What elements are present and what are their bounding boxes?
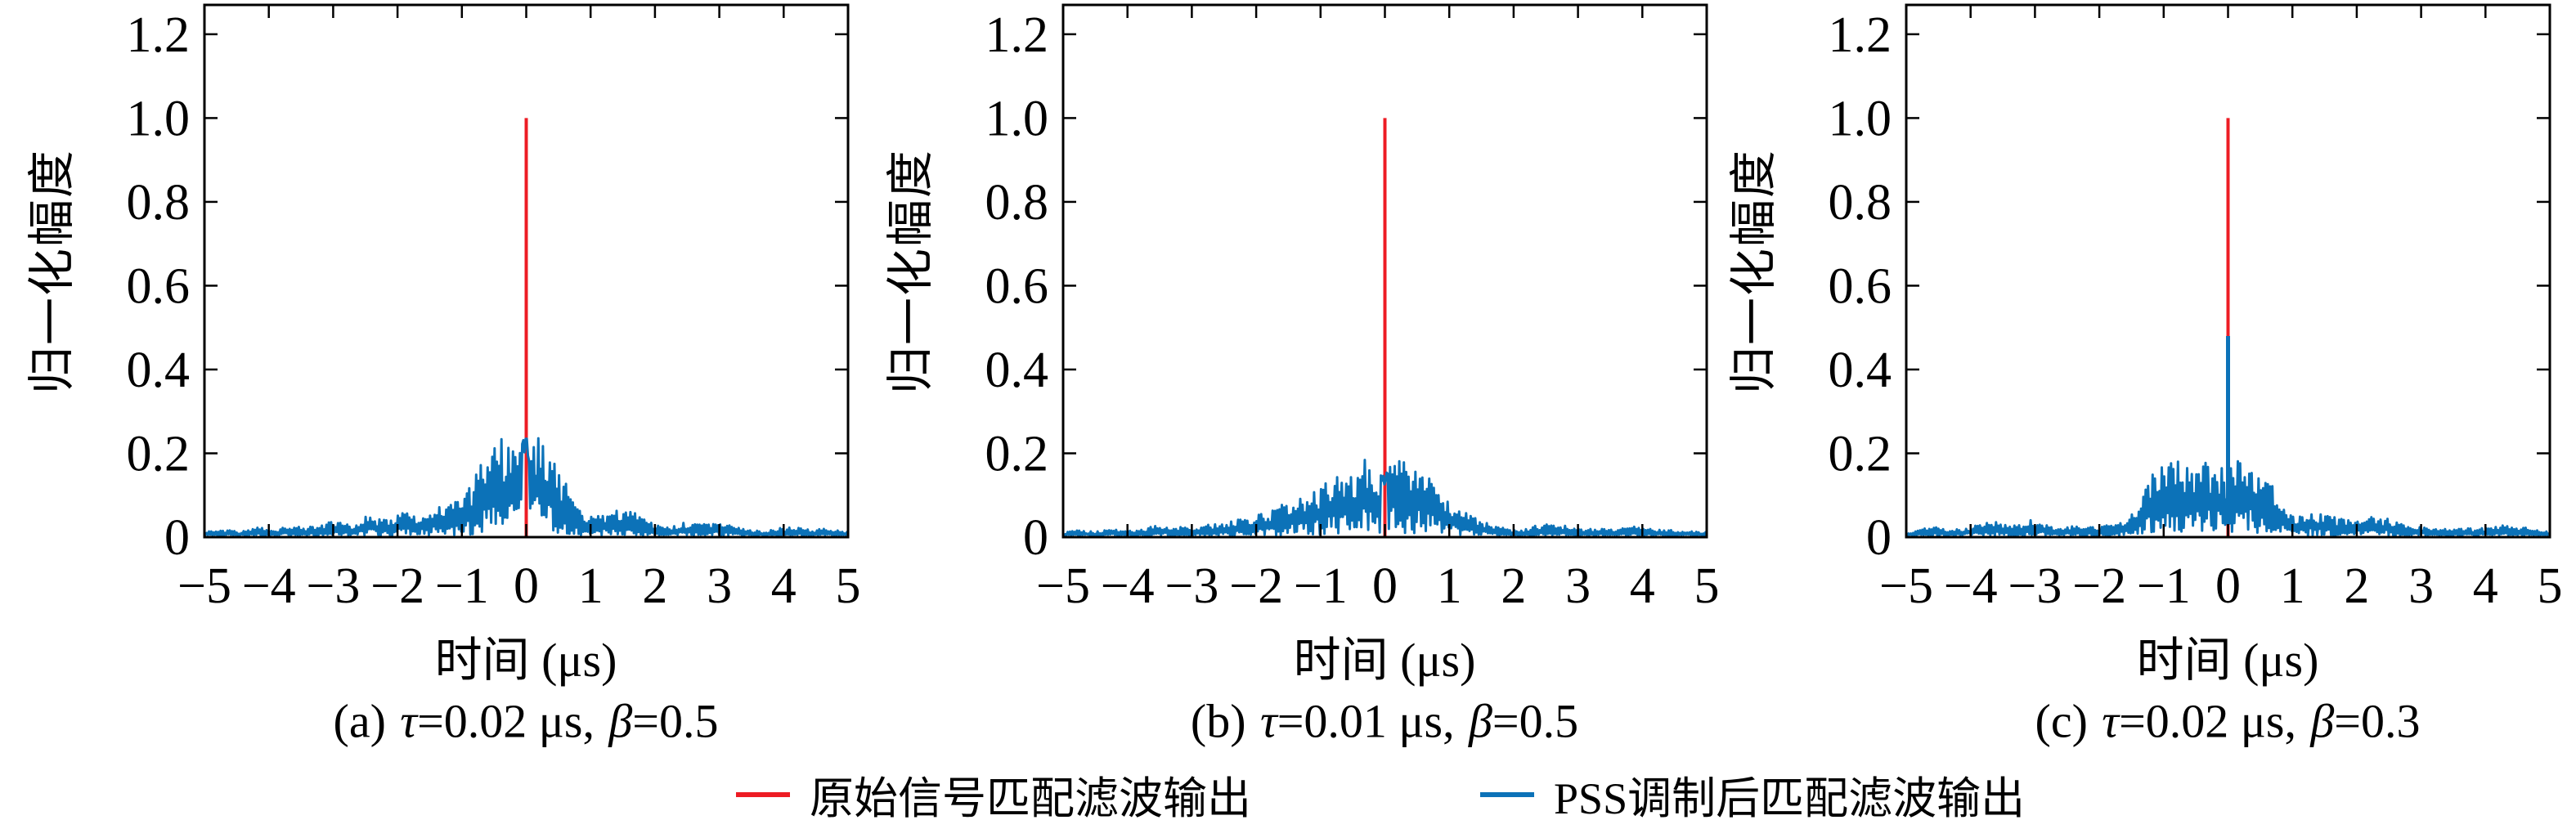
x-tick-label: 3 — [707, 558, 732, 614]
x-axis-label-b: 时间 (μs) — [1293, 634, 1476, 687]
y-axis-label-b: 归一化幅度 — [884, 148, 937, 395]
y-tick-label: 0.2 — [1829, 426, 1892, 482]
y-tick-label: 0 — [164, 510, 190, 566]
y-axis-label-a: 归一化幅度 — [25, 148, 79, 395]
x-tick-label: −5 — [1036, 558, 1090, 614]
x-tick-label: 0 — [2215, 558, 2241, 614]
x-tick-label: −3 — [2008, 558, 2062, 614]
y-axis-label-c: 归一化幅度 — [1727, 148, 1780, 395]
x-tick-label: 0 — [1372, 558, 1398, 614]
x-tick-label: 0 — [514, 558, 539, 614]
x-tick-label: −4 — [242, 558, 296, 614]
x-tick-label: 2 — [1501, 558, 1526, 614]
x-tick-label: −4 — [1101, 558, 1155, 614]
y-tick-label: 0.6 — [1829, 258, 1892, 314]
x-tick-label: 2 — [642, 558, 667, 614]
caption-b-beta-value: =0.5 — [1492, 694, 1579, 748]
caption-b-beta-symbol: β — [1468, 694, 1492, 748]
y-tick-label: 0.6 — [985, 258, 1049, 314]
caption-c-tau-value: =0.02 μs, — [2119, 694, 2296, 748]
x-tick-label: −2 — [1229, 558, 1283, 614]
x-tick-label: −1 — [1294, 558, 1348, 614]
y-tick-label: 0 — [1866, 510, 1892, 566]
caption-c-beta-value: =0.3 — [2334, 694, 2421, 748]
y-tick-label: 0.4 — [985, 343, 1049, 398]
y-tick-label: 1.2 — [127, 7, 191, 63]
caption-a-index: (a) — [333, 694, 386, 748]
x-tick-label: −3 — [1165, 558, 1218, 614]
caption-a-tau-symbol: τ — [400, 694, 418, 748]
subplot-a-chart: −5 −4 −3 −2 −1 0 1 2 3 4 500.20.40.60.81.01.2 — [127, 3, 859, 614]
x-tick-label: 1 — [1437, 558, 1462, 614]
y-tick-label: 0.6 — [127, 258, 191, 314]
caption-a-beta-symbol: β — [608, 694, 633, 748]
subplot-b-chart: −5 −4 −3 −2 −1 0 1 2 3 4 500.20.40.60.81.01.2 — [985, 3, 1718, 614]
x-tick-label: −1 — [2137, 558, 2191, 614]
subplot-c-chart: −5 −4 −3 −2 −1 0 1 2 3 4 500.20.40.60.81.01.2 — [1829, 3, 2561, 614]
blue-line-swatch — [1480, 791, 1534, 797]
y-tick-label: 1.2 — [985, 7, 1049, 63]
caption-b-tau-symbol: τ — [1259, 694, 1277, 748]
y-tick-label: 0.4 — [127, 343, 191, 398]
y-tick-label: 0.2 — [127, 426, 191, 482]
x-axis-label-a: 时间 (μs) — [434, 634, 617, 687]
blue-noise-trace — [203, 437, 850, 538]
caption-a-beta-value: =0.5 — [632, 694, 719, 748]
y-tick-label: 0.4 — [1829, 343, 1892, 398]
x-tick-label: 3 — [1565, 558, 1591, 614]
legend-label-pss: PSS调制后匹配滤波输出 — [1554, 774, 2026, 823]
caption-a-tau-value: =0.02 μs, — [417, 694, 595, 748]
y-tick-label: 0.8 — [127, 175, 191, 231]
y-tick-label: 0 — [1023, 510, 1048, 566]
x-tick-label: −2 — [370, 558, 424, 614]
y-tick-label: 1.2 — [1829, 7, 1892, 63]
x-tick-label: −3 — [306, 558, 360, 614]
y-tick-label: 0.8 — [1829, 175, 1892, 231]
caption-b-index: (b) — [1190, 694, 1246, 748]
y-tick-label: 1.0 — [127, 91, 191, 146]
legend-item-pss: PSS调制后匹配滤波输出 — [1480, 762, 2025, 827]
caption-c-beta-symbol: β — [2310, 694, 2335, 748]
x-tick-label: 4 — [771, 558, 797, 614]
x-tick-label: 3 — [2408, 558, 2434, 614]
x-axis-label-c: 时间 (μs) — [2136, 634, 2319, 687]
caption-c-tau-symbol: τ — [2102, 694, 2120, 748]
caption-b-tau-value: =0.01 μs, — [1277, 694, 1455, 748]
y-tick-label: 1.0 — [985, 91, 1049, 146]
x-tick-label: −5 — [1879, 558, 1933, 614]
x-tick-label: 4 — [2473, 558, 2498, 614]
legend-label-original: 原始信号匹配滤波输出 — [810, 774, 1251, 823]
x-tick-label: 2 — [2344, 558, 2369, 614]
x-tick-label: 4 — [1630, 558, 1655, 614]
y-tick-label: 0.2 — [985, 426, 1049, 482]
x-tick-label: −5 — [177, 558, 231, 614]
x-tick-label: 5 — [1694, 558, 1718, 614]
x-tick-label: 5 — [836, 558, 859, 614]
blue-noise-trace — [1061, 459, 1708, 538]
x-tick-label: 1 — [2280, 558, 2305, 614]
x-tick-label: 5 — [2538, 558, 2561, 614]
legend-item-original: 原始信号匹配滤波输出 — [736, 762, 1251, 827]
legend: 原始信号匹配滤波输出 PSS调制后匹配滤波输出 — [736, 762, 2025, 827]
caption-b: (b) τ=0.01 μs, β=0.5 — [1191, 694, 1578, 749]
x-tick-label: −1 — [435, 558, 489, 614]
red-line-swatch — [736, 791, 790, 797]
x-tick-label: −4 — [1944, 558, 1998, 614]
y-tick-label: 0.8 — [985, 175, 1049, 231]
caption-a: (a) τ=0.02 μs, β=0.5 — [334, 694, 719, 749]
x-tick-label: 1 — [578, 558, 604, 614]
caption-c: (c) τ=0.02 μs, β=0.3 — [2035, 694, 2421, 749]
y-tick-label: 1.0 — [1829, 91, 1892, 146]
caption-c-index: (c) — [2035, 694, 2088, 748]
x-tick-label: −2 — [2072, 558, 2126, 614]
